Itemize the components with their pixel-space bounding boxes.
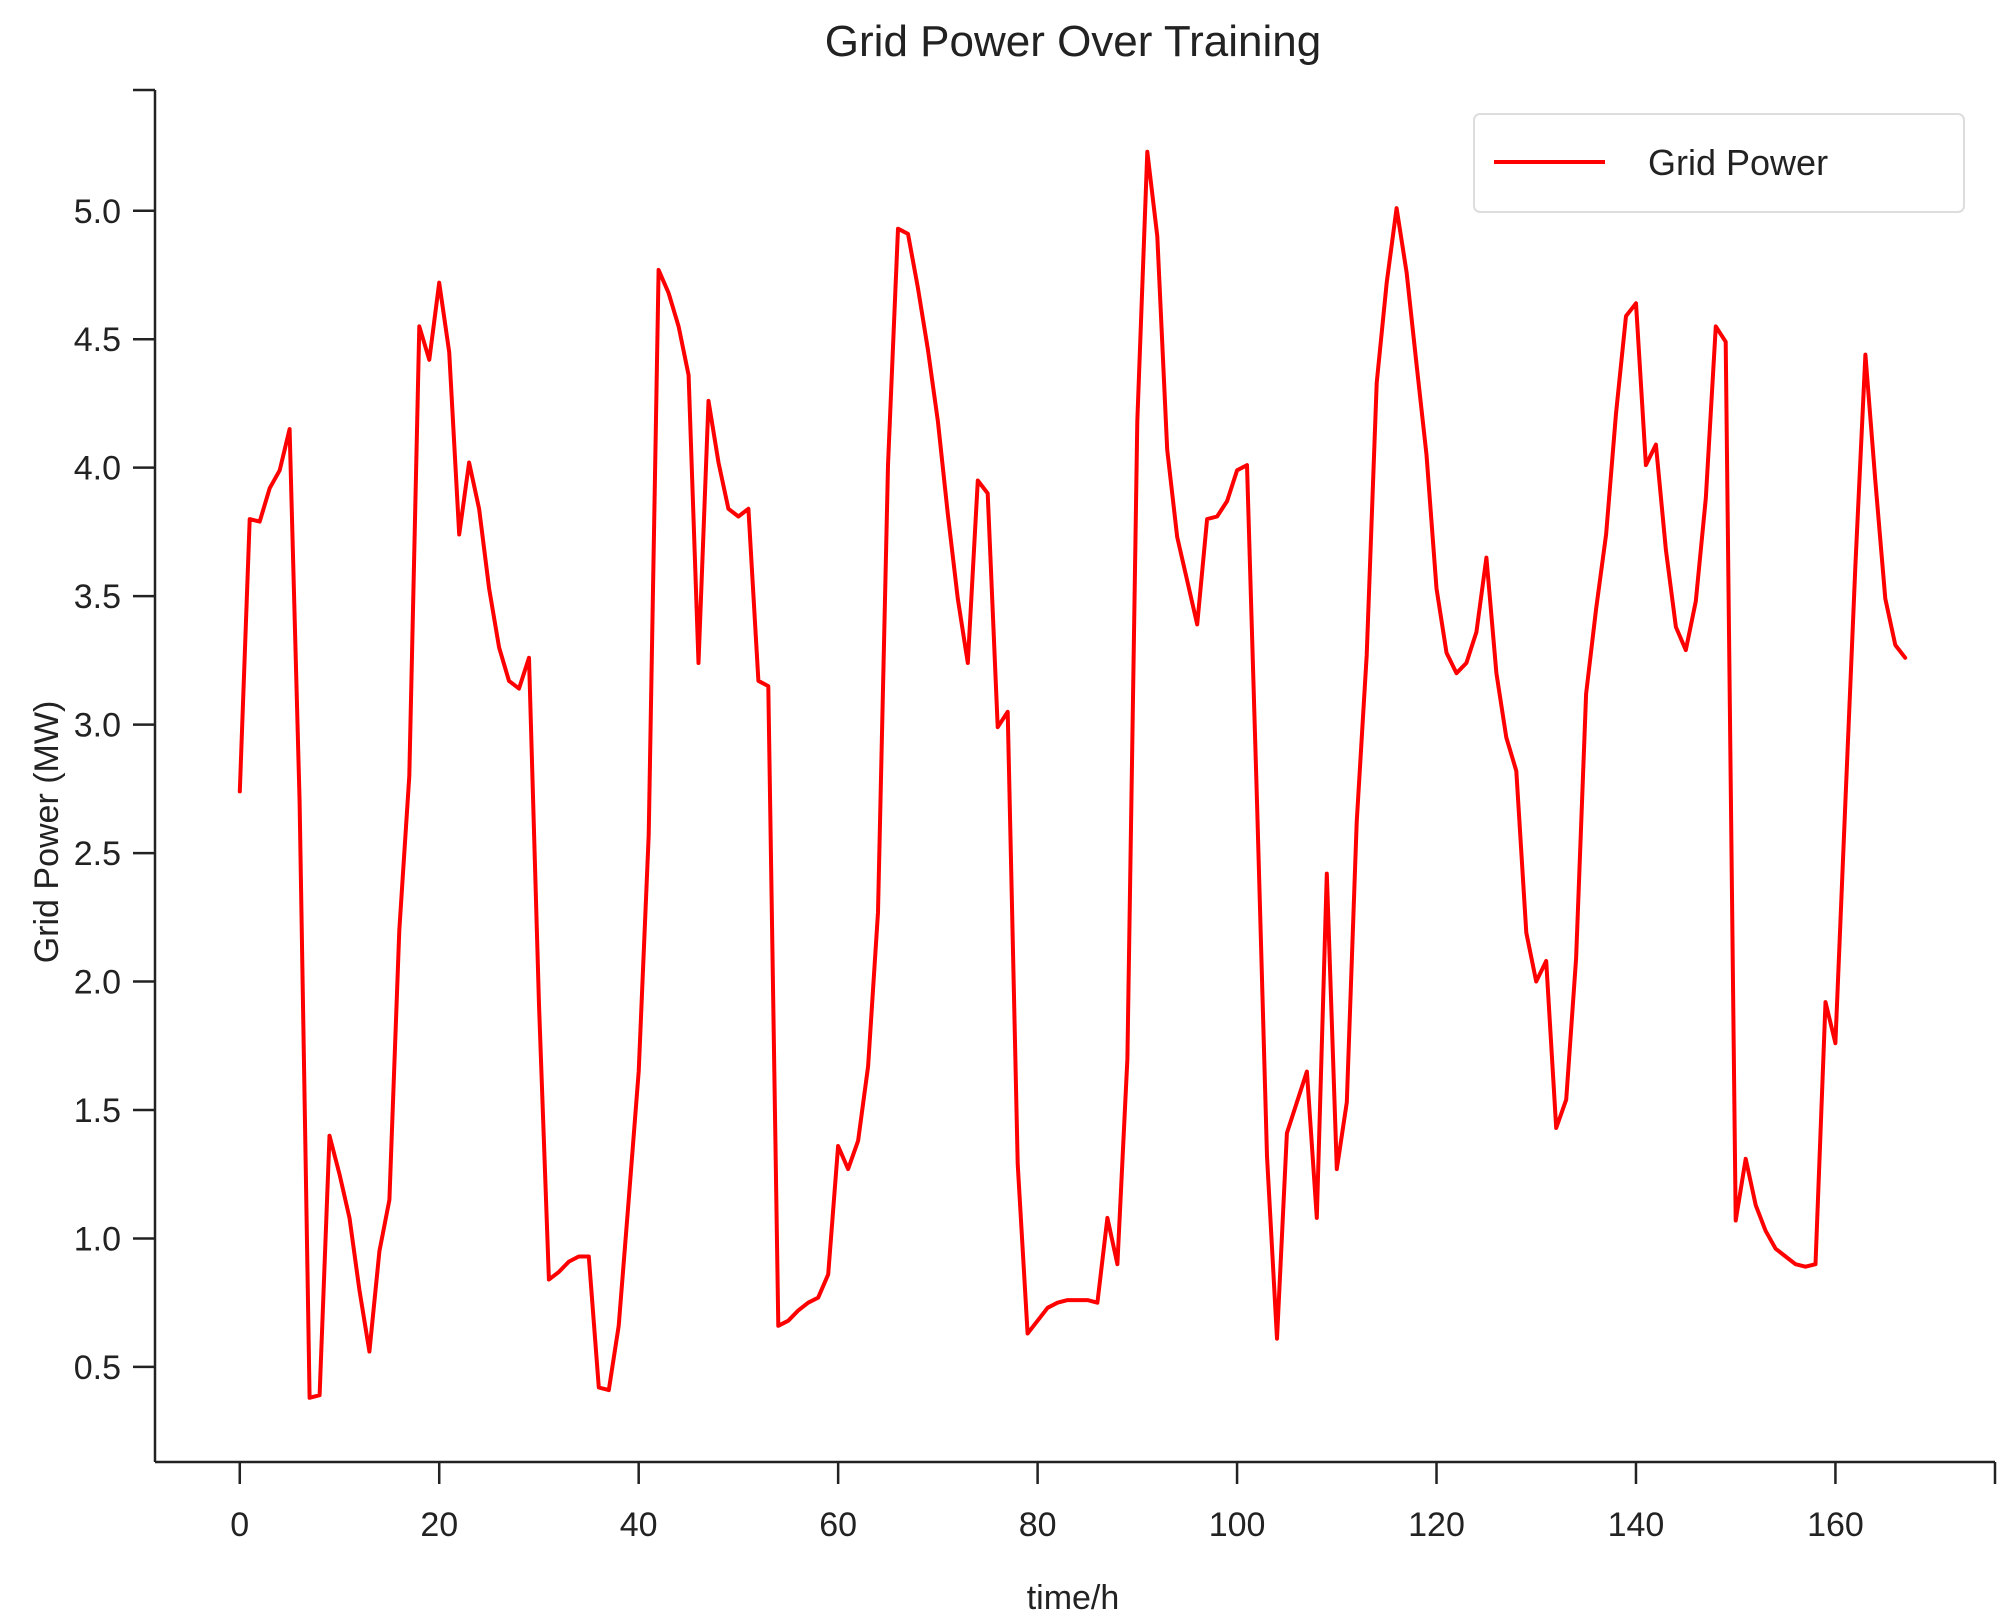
- chart-title: Grid Power Over Training: [825, 17, 1321, 66]
- x-tick-label: 20: [420, 1506, 458, 1544]
- x-tick-label: 80: [1019, 1506, 1057, 1544]
- x-tick-label: 140: [1608, 1506, 1665, 1544]
- y-tick-label: 2.0: [74, 964, 121, 1002]
- x-tick-label: 100: [1209, 1506, 1266, 1544]
- legend-label-grid-power: Grid Power: [1648, 142, 1828, 183]
- y-tick-label: 1.0: [74, 1220, 121, 1258]
- x-axis: 0 20 40 60 80 100 120 140 160: [155, 1460, 1997, 1544]
- x-tick-label: 120: [1408, 1506, 1465, 1544]
- x-tick-label: 160: [1807, 1506, 1864, 1544]
- y-tick-label: 1.5: [74, 1092, 121, 1130]
- legend: Grid Power: [1473, 113, 1965, 213]
- y-axis-label: Grid Power (MW): [28, 701, 66, 964]
- x-tick-label: 40: [620, 1506, 658, 1544]
- y-tick-label: 0.5: [74, 1349, 121, 1387]
- legend-box: [1473, 113, 1965, 213]
- x-tick-label: 0: [230, 1506, 249, 1544]
- y-tick-label: 3.5: [74, 578, 121, 616]
- x-tick-label: 60: [819, 1506, 857, 1544]
- plot-area: [237, 149, 1908, 1400]
- y-tick-label: 3.0: [74, 707, 121, 745]
- y-tick-label: 4.5: [74, 321, 121, 359]
- y-tick-label: 5.0: [74, 193, 121, 231]
- y-tick-label: 2.5: [74, 835, 121, 873]
- y-tick-label: 4.0: [74, 450, 121, 488]
- x-axis-label: time/h: [1027, 1579, 1120, 1617]
- y-axis: 0.5 1.0 1.5 2.0 2.5 3.0 3.5 4.0 4.5 5.0: [74, 88, 157, 1462]
- series-line-grid-power: [237, 149, 1908, 1400]
